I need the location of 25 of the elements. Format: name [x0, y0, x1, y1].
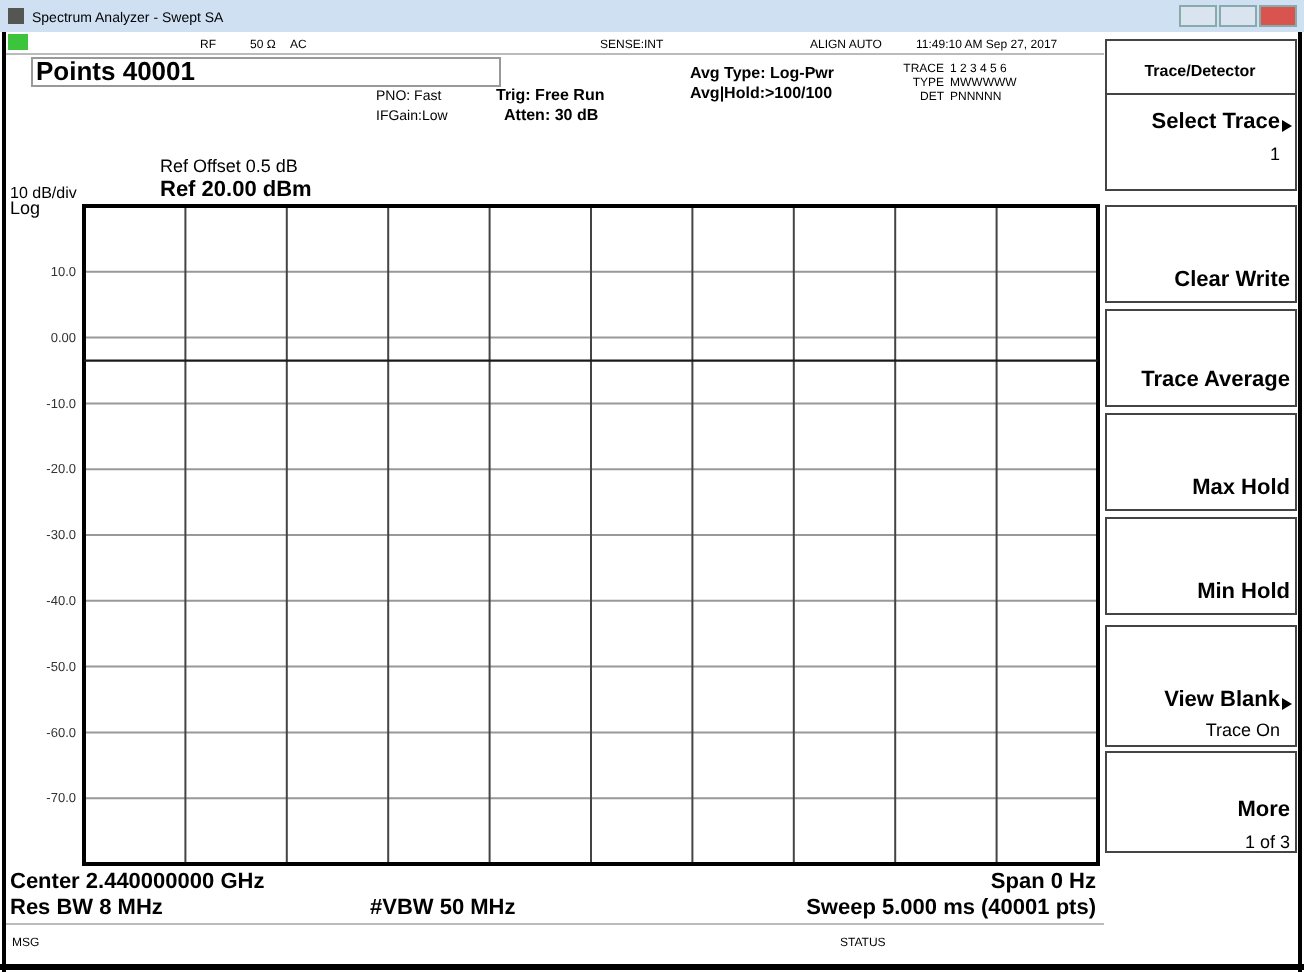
- text: Avg|Hold:>100/100: [690, 84, 834, 102]
- text: Ref Offset 0.5 dB: [160, 156, 298, 176]
- text: Max Hold: [1192, 476, 1290, 500]
- text: Clear Write: [1174, 268, 1290, 292]
- text: Avg Type: Log-Pwr: [690, 64, 834, 82]
- text: More: [1237, 798, 1290, 822]
- text: Sweep 5.000 ms (40001 pts): [806, 896, 1097, 920]
- text: Trace Average: [1141, 368, 1290, 392]
- text: 10 dB/div: [10, 184, 77, 202]
- text: Min Hold: [1197, 580, 1290, 604]
- text: Center 2.440000000 GHz: [10, 870, 266, 894]
- text: Ref 20.00 dBm: [160, 178, 313, 202]
- text: Res BW 8 MHz: [10, 896, 164, 920]
- text: View Blank: [1164, 688, 1282, 712]
- text: 1 of 3: [1244, 832, 1290, 852]
- text: Select Trace: [1151, 110, 1280, 134]
- text: Trace/Detector: [1144, 62, 1256, 80]
- text: #VBW 50 MHz: [370, 896, 517, 920]
- text: Log: [10, 198, 41, 218]
- text: Trace On: [1205, 720, 1280, 740]
- text: Span 0 Hz: [990, 870, 1097, 894]
- text: 1: [1269, 144, 1280, 164]
- text: Points 40001: [36, 56, 195, 86]
- text: Trig: Free Run: [496, 86, 605, 104]
- text: Atten: 30 dB: [504, 106, 599, 124]
